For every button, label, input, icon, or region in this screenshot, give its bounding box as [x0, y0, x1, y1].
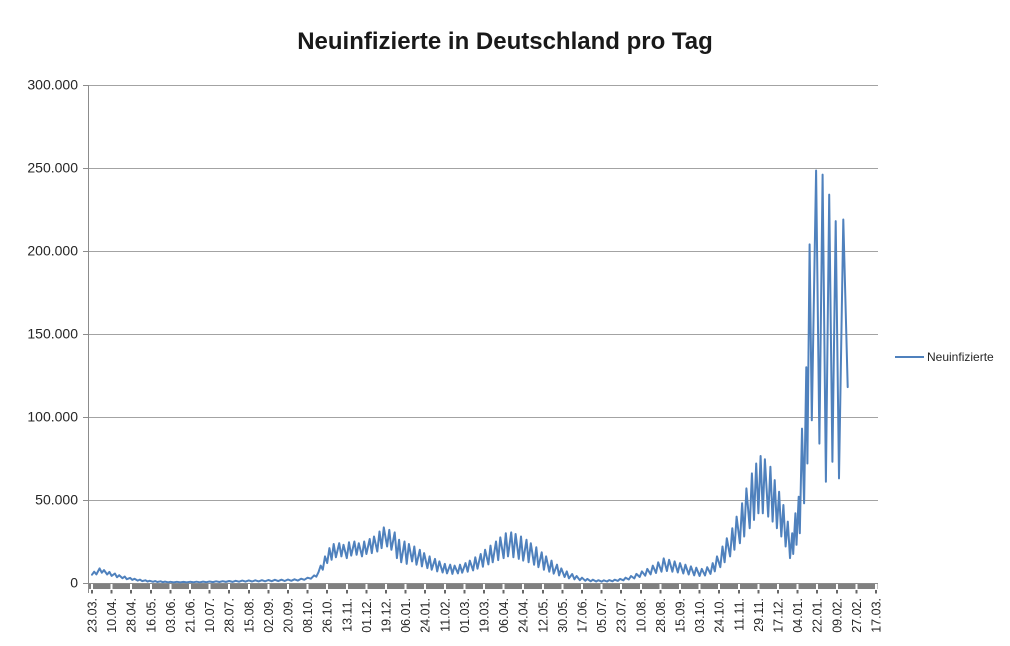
x-axis-band-gap	[424, 584, 427, 590]
x-axis-band-gap	[718, 584, 721, 590]
x-axis-label: 01.12.	[360, 598, 374, 633]
x-axis-label: 19.03.	[478, 598, 492, 633]
x-axis-band-gap	[130, 584, 133, 590]
x-axis-label: 23.03.	[86, 598, 100, 633]
x-axis-label: 10.04.	[105, 598, 119, 633]
x-axis-label: 17.12.	[772, 598, 786, 633]
x-axis-label: 02.09.	[262, 598, 276, 633]
x-axis-label: 22.01.	[811, 598, 825, 633]
x-axis-band-gap	[385, 584, 387, 590]
x-axis-band-gap	[600, 584, 603, 590]
y-axis-label: 100.000	[27, 409, 78, 425]
x-axis-band-gap	[561, 584, 564, 590]
chart-title: Neuinfizierte in Deutschland pro Tag	[297, 28, 713, 55]
y-axis-label: 300.000	[27, 77, 78, 93]
x-axis-band-gap	[777, 584, 779, 590]
x-axis-label: 26.10.	[321, 598, 335, 633]
x-axis-band-gap	[326, 584, 329, 590]
x-axis-label: 29.11.	[752, 598, 766, 632]
x-axis-band-gap	[796, 584, 799, 590]
x-axis-band-gap	[287, 584, 289, 590]
x-axis-label: 24.10.	[713, 598, 727, 633]
x-axis-label: 17.06.	[576, 598, 590, 633]
x-axis-band-gap	[679, 584, 681, 590]
x-axis-label: 28.04.	[125, 598, 139, 633]
x-axis-label: 19.12.	[380, 598, 394, 633]
x-axis-band-gap	[698, 584, 701, 590]
y-axis-label: 50.000	[35, 492, 78, 508]
series-line-neuinfizierte	[91, 169, 849, 584]
x-axis-band-gap	[639, 584, 642, 590]
x-axis-band-gap	[757, 584, 760, 590]
y-axis-label: 150.000	[27, 326, 78, 342]
x-axis-band-gap	[483, 584, 485, 590]
x-axis-band-gap	[581, 584, 583, 590]
x-axis-band-gap	[208, 584, 211, 590]
x-axis-label: 08.10.	[301, 598, 315, 633]
x-axis-band-gap	[875, 584, 877, 590]
x-axis-band-gap	[189, 584, 191, 590]
x-axis-band-gap	[267, 584, 270, 590]
x-axis-label: 30.05.	[556, 598, 570, 633]
x-axis-label: 15.08.	[242, 598, 256, 633]
x-axis-band-gap	[659, 584, 662, 590]
y-axis-label: 0	[70, 575, 78, 591]
x-axis-label: 11.02.	[438, 598, 452, 632]
x-axis-label: 21.06.	[184, 598, 198, 633]
x-axis-label: 27.02.	[850, 598, 864, 633]
x-axis-label: 10.07.	[203, 598, 217, 633]
x-axis-band-gap	[463, 584, 466, 590]
x-axis-label: 05.07.	[595, 598, 609, 633]
legend-label: Neuinfizierte	[927, 349, 994, 364]
x-axis-label: 09.02.	[830, 598, 844, 633]
x-axis-label: 20.09.	[282, 598, 296, 633]
x-axis-band-gap	[247, 584, 250, 590]
x-axis-band-gap	[110, 584, 113, 590]
x-axis-label: 11.11.	[732, 598, 746, 631]
legend: Neuinfizierte	[895, 349, 994, 364]
x-axis-label: 04.01.	[791, 598, 805, 633]
x-axis-label: 24.01.	[419, 598, 433, 633]
x-axis-label: 06.01.	[399, 598, 413, 633]
x-axis-band-gap	[228, 584, 231, 590]
x-axis-label: 13.11.	[340, 598, 354, 632]
x-axis-band-gap	[541, 584, 544, 590]
x-axis-label: 23.07.	[615, 598, 629, 633]
x-axis-band-gap	[522, 584, 525, 590]
x-axis-band-gap	[502, 584, 505, 590]
x-axis-band-gap	[620, 584, 623, 590]
y-axis-label: 200.000	[27, 243, 78, 259]
x-axis-band-gap	[443, 584, 446, 590]
x-axis-band-gap	[365, 584, 368, 590]
x-axis-label: 16.05.	[144, 598, 158, 633]
x-axis-label: 03.10.	[693, 598, 707, 633]
x-axis-label: 28.08.	[654, 598, 668, 633]
x-axis-band-gap	[345, 584, 348, 590]
x-axis-band-gap	[91, 584, 93, 590]
x-axis-band-gap	[404, 584, 407, 590]
x-axis-band-gap	[816, 584, 819, 590]
x-axis-label: 24.04.	[517, 598, 531, 633]
x-axis-label: 15.09.	[674, 598, 688, 633]
x-axis-label: 17.03.	[870, 598, 884, 633]
y-axis-label: 250.000	[27, 160, 78, 176]
x-axis-band-gap	[835, 584, 838, 590]
x-axis-label: 10.08.	[634, 598, 648, 633]
x-axis-label: 28.07.	[223, 598, 237, 633]
x-axis-band-gap	[169, 584, 172, 590]
x-axis-band-gap	[149, 584, 152, 590]
legend-line-swatch	[895, 355, 924, 358]
x-axis-band-gap	[306, 584, 309, 590]
x-axis-label: 06.04.	[497, 598, 511, 633]
x-axis-label: 12.05.	[536, 598, 550, 633]
x-axis-label: 03.06.	[164, 598, 178, 633]
x-axis-label: 01.03.	[458, 598, 472, 633]
x-axis-band-gap	[855, 584, 858, 590]
x-axis-band-gap	[737, 584, 740, 590]
